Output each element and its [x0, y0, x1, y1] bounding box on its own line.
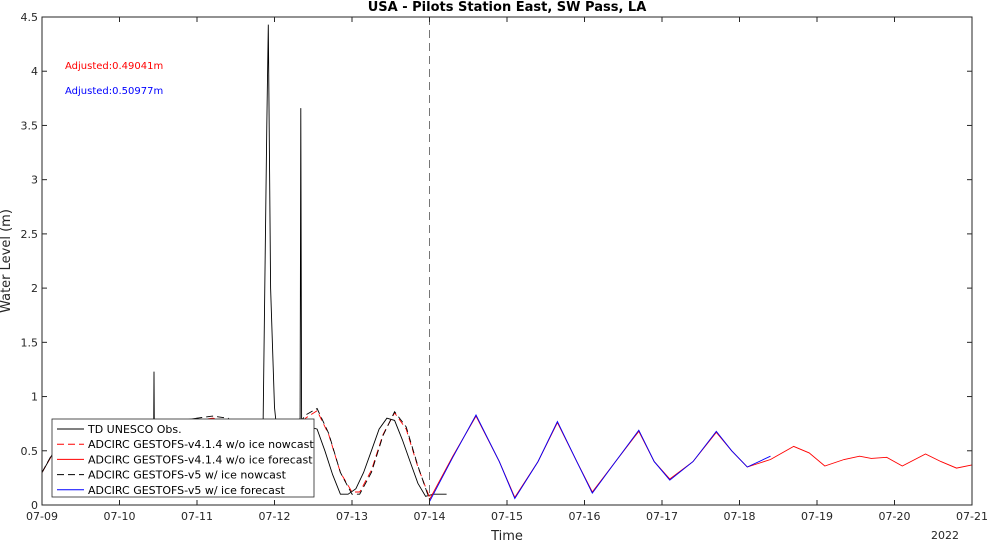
legend-box	[51, 418, 315, 498]
legend-entry: ADCIRC GESTOFS-v4.1.4 w/o ice nowcast	[88, 438, 314, 451]
x-tick-label: 07-18	[724, 510, 756, 523]
x-axis-label: Time	[490, 529, 523, 541]
legend-entry: TD UNESCO Obs.	[87, 423, 182, 436]
x-tick-label: 07-15	[491, 510, 523, 523]
y-tick-label: 4	[31, 65, 38, 78]
legend: TD UNESCO Obs. ADCIRC GESTOFS-v4.1.4 w/o …	[51, 418, 315, 498]
legend-entry: ADCIRC GESTOFS-v4.1.4 w/o ice forecast	[88, 453, 313, 466]
x-tick-label: 07-10	[104, 510, 136, 523]
y-tick-label: 0.5	[21, 445, 39, 458]
x-tick-label: 07-14	[414, 510, 446, 523]
axes: 07-09 07-10 07-11 07-12 07-13 07-14 07-15 07-16…	[21, 11, 988, 523]
annotations: Adjusted:0.49041m Adjusted:0.50977m	[65, 61, 163, 97]
x-tick-label: 07-12	[259, 510, 291, 523]
y-tick-label: 0	[31, 499, 38, 512]
y-tick-label: 1.5	[21, 336, 39, 349]
chart-title: USA - Pilots Station East, SW Pass, LA	[368, 0, 647, 15]
adjusted-annotation: Adjusted:0.50977m	[65, 86, 163, 97]
x-tick-label: 07-16	[569, 510, 601, 523]
x-tick-label: 07-19	[801, 510, 833, 523]
y-tick-label: 3.5	[21, 119, 39, 132]
x-tick-label: 07-21	[956, 510, 988, 523]
x-tick-label: 07-20	[879, 510, 911, 523]
y-tick-label: 3	[31, 174, 38, 187]
x-tick-label: 07-13	[336, 510, 368, 523]
y-tick-label: 1	[31, 391, 38, 404]
adjusted-annotation: Adjusted:0.49041m	[65, 61, 163, 72]
legend-entry: ADCIRC GESTOFS-v5 w/ ice nowcast	[88, 469, 287, 482]
y-tick-label: 2.5	[21, 228, 39, 241]
y-tick-label: 4.5	[21, 11, 39, 24]
legend-entry: ADCIRC GESTOFS-v5 w/ ice forecast	[88, 484, 286, 497]
series-line-5	[429, 414, 771, 502]
x-tick-label: 07-09	[26, 510, 58, 523]
y-tick-label: 2	[31, 282, 38, 295]
x-tick-label: 07-11	[181, 510, 213, 523]
y-axis-label: Water Level (m)	[0, 209, 14, 313]
x-tick-label: 07-17	[646, 510, 678, 523]
year-label: 2022	[931, 529, 959, 541]
series-line-3	[429, 415, 973, 500]
